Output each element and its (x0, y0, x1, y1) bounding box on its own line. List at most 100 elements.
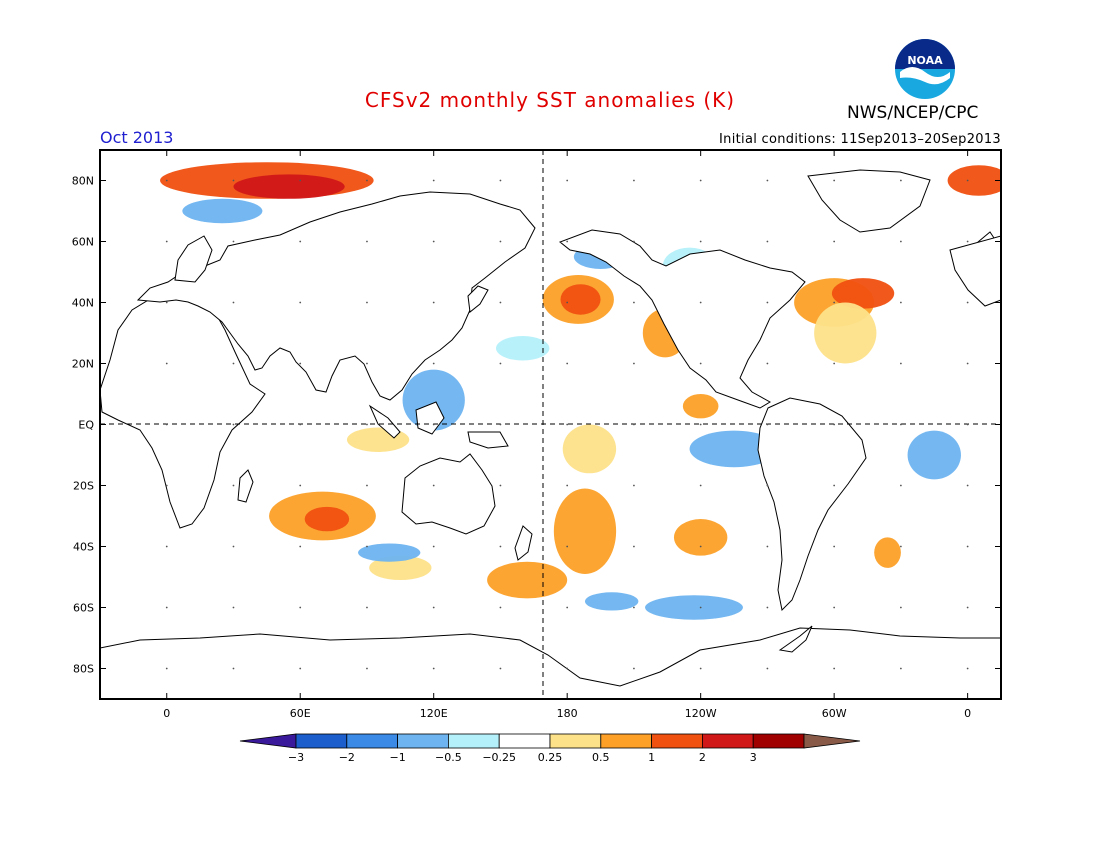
anomaly-patch (814, 302, 877, 364)
grid-dot (432, 484, 435, 487)
colorbar-swatch (549, 733, 602, 749)
anomaly-patch (304, 506, 350, 532)
grid-dot (699, 362, 702, 365)
colorbar-swatch (702, 733, 754, 749)
grid-dot (566, 545, 569, 548)
grid-dot (366, 240, 368, 243)
colorbar-min-arrow (239, 733, 297, 749)
x-tick-label: 120E (420, 707, 448, 720)
grid-dot (633, 301, 635, 304)
forecast-month: Oct 2013 (100, 128, 174, 147)
grid-dot (499, 179, 502, 182)
colorbar-max-arrow (803, 733, 861, 749)
y-tick-label: 80N (72, 175, 94, 188)
anomaly-patch (182, 198, 263, 224)
grid-dot (432, 606, 435, 609)
grid-dot (833, 545, 836, 548)
grid-dot (499, 484, 502, 487)
anomaly-patch (487, 561, 568, 599)
grid-dot (833, 606, 836, 609)
grid-dot (966, 606, 969, 609)
y-tick-label: 60N (72, 236, 94, 249)
landmasses (100, 169, 1001, 699)
grid-dot (165, 545, 168, 548)
grid-dot (165, 179, 168, 182)
colorbar-tick-label: 0.25 (538, 751, 563, 764)
grid-dot (766, 362, 769, 365)
grid-dot (966, 179, 969, 182)
north-america-land (559, 229, 806, 409)
grid-dot (165, 301, 168, 304)
y-tick-label: 80S (73, 663, 94, 676)
grid-dot (833, 667, 836, 670)
grid-dot (299, 179, 302, 182)
grid-dot (566, 667, 569, 670)
grid-dot (232, 179, 235, 182)
grid-dot (432, 423, 435, 426)
grid-dot (833, 240, 836, 243)
grid-dot (499, 667, 502, 670)
grid-dot (366, 606, 368, 609)
grid-dot (366, 667, 368, 670)
grid-dot (165, 484, 168, 487)
grid-dot (766, 240, 769, 243)
colorbar-tick-label: 0.5 (592, 751, 610, 764)
grid-dot (899, 301, 902, 304)
grid-dot (566, 362, 569, 365)
colorbar-swatch (346, 733, 398, 749)
anomaly-patch (358, 543, 421, 562)
grid-dot (766, 423, 769, 426)
anomaly-patch (584, 592, 639, 611)
graticule (165, 179, 969, 670)
grid-dot (366, 301, 368, 304)
logo-text: NOAA (907, 54, 943, 67)
grid-dot (966, 484, 969, 487)
colorbar-tick-label: −2 (339, 751, 355, 764)
grid-dot (232, 484, 235, 487)
map-frame (99, 149, 1002, 700)
grid-dot (499, 301, 502, 304)
initial-conditions: Initial conditions: 11Sep2013–20Sep2013 (719, 132, 1001, 147)
colorbar-swatch (600, 733, 652, 749)
greenland-land (807, 169, 931, 233)
anomaly-patch (673, 519, 728, 556)
colorbar-swatch (651, 733, 703, 749)
grid-dot (766, 179, 769, 182)
grid-dot (432, 545, 435, 548)
grid-dot (566, 301, 569, 304)
anomaly-patch (233, 174, 345, 199)
colorbar-tick-label: 1 (648, 751, 655, 764)
grid-dot (633, 179, 635, 182)
grid-dot (966, 301, 969, 304)
grid-dot (699, 240, 702, 243)
grid-dot (232, 667, 235, 670)
grid-dot (699, 667, 702, 670)
grid-dot (966, 423, 969, 426)
grid-dot (299, 423, 302, 426)
anomaly-patch (947, 165, 1001, 196)
grid-dot (232, 240, 235, 243)
grid-dot (232, 362, 235, 365)
grid-dot (699, 423, 702, 426)
colorbar-tick-label: 3 (750, 751, 757, 764)
grid-dot (633, 667, 635, 670)
grid-dot (299, 362, 302, 365)
grid-dot (633, 240, 635, 243)
anomaly-patch (645, 595, 743, 620)
anomaly-patch (907, 430, 961, 480)
grid-dot (966, 240, 969, 243)
colorbar-tick-label: −1 (389, 751, 405, 764)
grid-dot (165, 667, 168, 670)
newguinea-land (467, 431, 509, 449)
grid-dot (699, 606, 702, 609)
y-tick-label: 40N (72, 297, 94, 310)
madagascar-land (237, 469, 254, 503)
y-tick-label: 60S (73, 602, 94, 615)
grid-dot (432, 362, 435, 365)
grid-dot (232, 606, 235, 609)
y-tick-label: 20N (72, 358, 94, 371)
anomaly-patch (495, 336, 550, 361)
grid-dot (499, 545, 502, 548)
grid-dot (232, 423, 235, 426)
grid-dot (499, 606, 502, 609)
